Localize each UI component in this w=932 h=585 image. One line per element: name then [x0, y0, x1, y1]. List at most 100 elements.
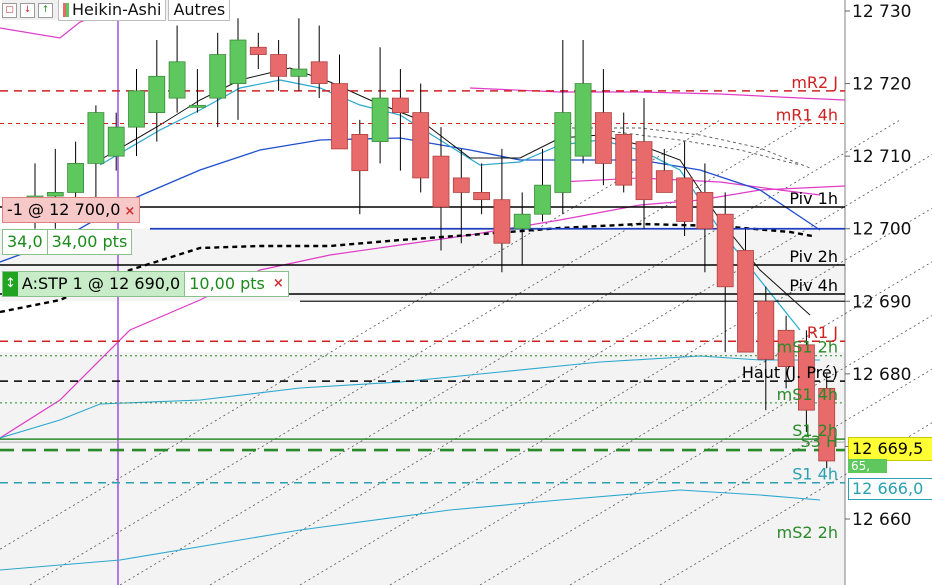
last-price-tag: 12 669,5 [848, 437, 932, 461]
trend-line [659, 422, 932, 585]
candle[interactable] [188, 69, 206, 113]
bull-candle-body [128, 90, 145, 128]
candle[interactable] [371, 47, 389, 164]
bull-candle-body [168, 61, 186, 99]
candle[interactable] [777, 315, 795, 389]
magenta-ma-mid [469, 87, 846, 101]
bear-candle-body [676, 177, 693, 222]
bull-candle-body [148, 75, 166, 113]
y-tick-label: 12 680 [852, 365, 911, 385]
candle[interactable] [473, 163, 491, 215]
y-tick-label: 12 690 [852, 292, 911, 312]
candle[interactable] [757, 286, 775, 411]
blue-ma [0, 137, 821, 263]
trend-line [299, 207, 932, 585]
drag-handle-icon[interactable]: ↕ [3, 272, 18, 296]
candle[interactable] [249, 32, 267, 70]
candle[interactable] [290, 18, 308, 91]
bear-candle-body [249, 46, 267, 55]
candle[interactable] [432, 127, 450, 251]
candle[interactable] [229, 18, 247, 120]
candle[interactable] [107, 112, 125, 171]
level-label: S1 4h [792, 465, 838, 484]
candle[interactable] [452, 148, 470, 244]
candle[interactable] [595, 69, 612, 186]
candle[interactable] [209, 32, 227, 128]
level-label: mR2 J [791, 73, 838, 92]
bear-candle-body [452, 177, 470, 193]
level-label: S1 2h [792, 421, 838, 440]
candle[interactable] [351, 119, 369, 215]
bull-candle-body [87, 112, 105, 164]
chart-type-selector[interactable]: Heikin-Ashi [58, 0, 167, 21]
bear-candle-body [716, 213, 734, 288]
trend-line [569, 368, 932, 585]
bear-candle-body [696, 192, 714, 230]
bull-candle-body [534, 184, 551, 215]
candle[interactable] [635, 98, 653, 229]
bull-candle-body [229, 39, 247, 84]
candle[interactable] [676, 141, 693, 236]
candle[interactable] [574, 40, 592, 164]
bull-candle-body [371, 97, 389, 143]
candle[interactable] [696, 163, 714, 273]
candle[interactable] [270, 40, 288, 91]
candle[interactable] [331, 54, 348, 150]
bear-candle-body [391, 97, 409, 114]
level-label: mS1 2h [777, 338, 838, 357]
black-ma-fast [99, 67, 811, 316]
chart-type-label: Heikin-Ashi [72, 0, 162, 19]
candle[interactable] [168, 25, 186, 113]
candle[interactable] [148, 40, 166, 142]
candle[interactable] [716, 192, 734, 353]
candle[interactable] [655, 148, 673, 193]
candle[interactable] [87, 105, 105, 200]
y-tick-label: 12 730 [852, 2, 911, 22]
bear-candle-body [818, 387, 836, 462]
arrow-up-icon[interactable]: ↑ [38, 2, 53, 18]
bear-candle-body [270, 54, 288, 77]
distance-points: 34,0 [3, 230, 48, 254]
bull-candle-body [67, 162, 84, 193]
candle[interactable] [798, 330, 815, 432]
candle[interactable] [615, 112, 633, 193]
candle[interactable] [310, 25, 328, 99]
sell-order-label: -1 @ 12 700,0 [7, 200, 121, 219]
candle[interactable] [554, 40, 572, 215]
bear-candle-body [757, 300, 775, 360]
grey-dash-ma [560, 127, 811, 169]
candle[interactable] [737, 228, 754, 353]
trend-line [389, 261, 932, 585]
stop-order-tag[interactable]: ↕ A:STP 1 @ 12 690,0 10,00 pts × [2, 271, 289, 297]
arrow-down-icon[interactable]: ↓ [20, 2, 35, 18]
bear-candle-body [777, 329, 795, 368]
hidden-price-value: 65, [851, 459, 871, 473]
level-label: mS1 4h [777, 385, 838, 404]
level-label: Piv 1h [789, 189, 838, 208]
bull-candle-body [290, 68, 308, 77]
candle[interactable] [412, 83, 430, 193]
candle[interactable] [818, 373, 836, 469]
magenta-ma-2 [559, 177, 821, 196]
bear-candle-body [655, 170, 673, 193]
bull-candle-body [513, 213, 531, 230]
others-menu-button[interactable]: Autres [168, 0, 231, 21]
level-label: mR1 4h [776, 105, 838, 124]
candle[interactable] [128, 69, 145, 157]
close-icon[interactable]: × [124, 204, 136, 219]
sell-order-tag[interactable]: -1 @ 12 700,0 × [2, 197, 141, 223]
bear-candle-body [432, 155, 450, 208]
candle[interactable] [534, 148, 551, 222]
distance-points-label: 34,00 pts [51, 232, 128, 251]
bear-candle-body [615, 133, 633, 186]
candle[interactable] [391, 69, 409, 171]
close-icon[interactable]: × [272, 276, 284, 291]
lock-icon[interactable]: ▢ [2, 2, 17, 18]
candle[interactable] [513, 192, 531, 265]
cyan-ma-low [0, 355, 820, 439]
y-tick-label: 12 660 [852, 510, 911, 530]
candle[interactable] [493, 148, 511, 273]
bear-candle-body [737, 250, 754, 353]
